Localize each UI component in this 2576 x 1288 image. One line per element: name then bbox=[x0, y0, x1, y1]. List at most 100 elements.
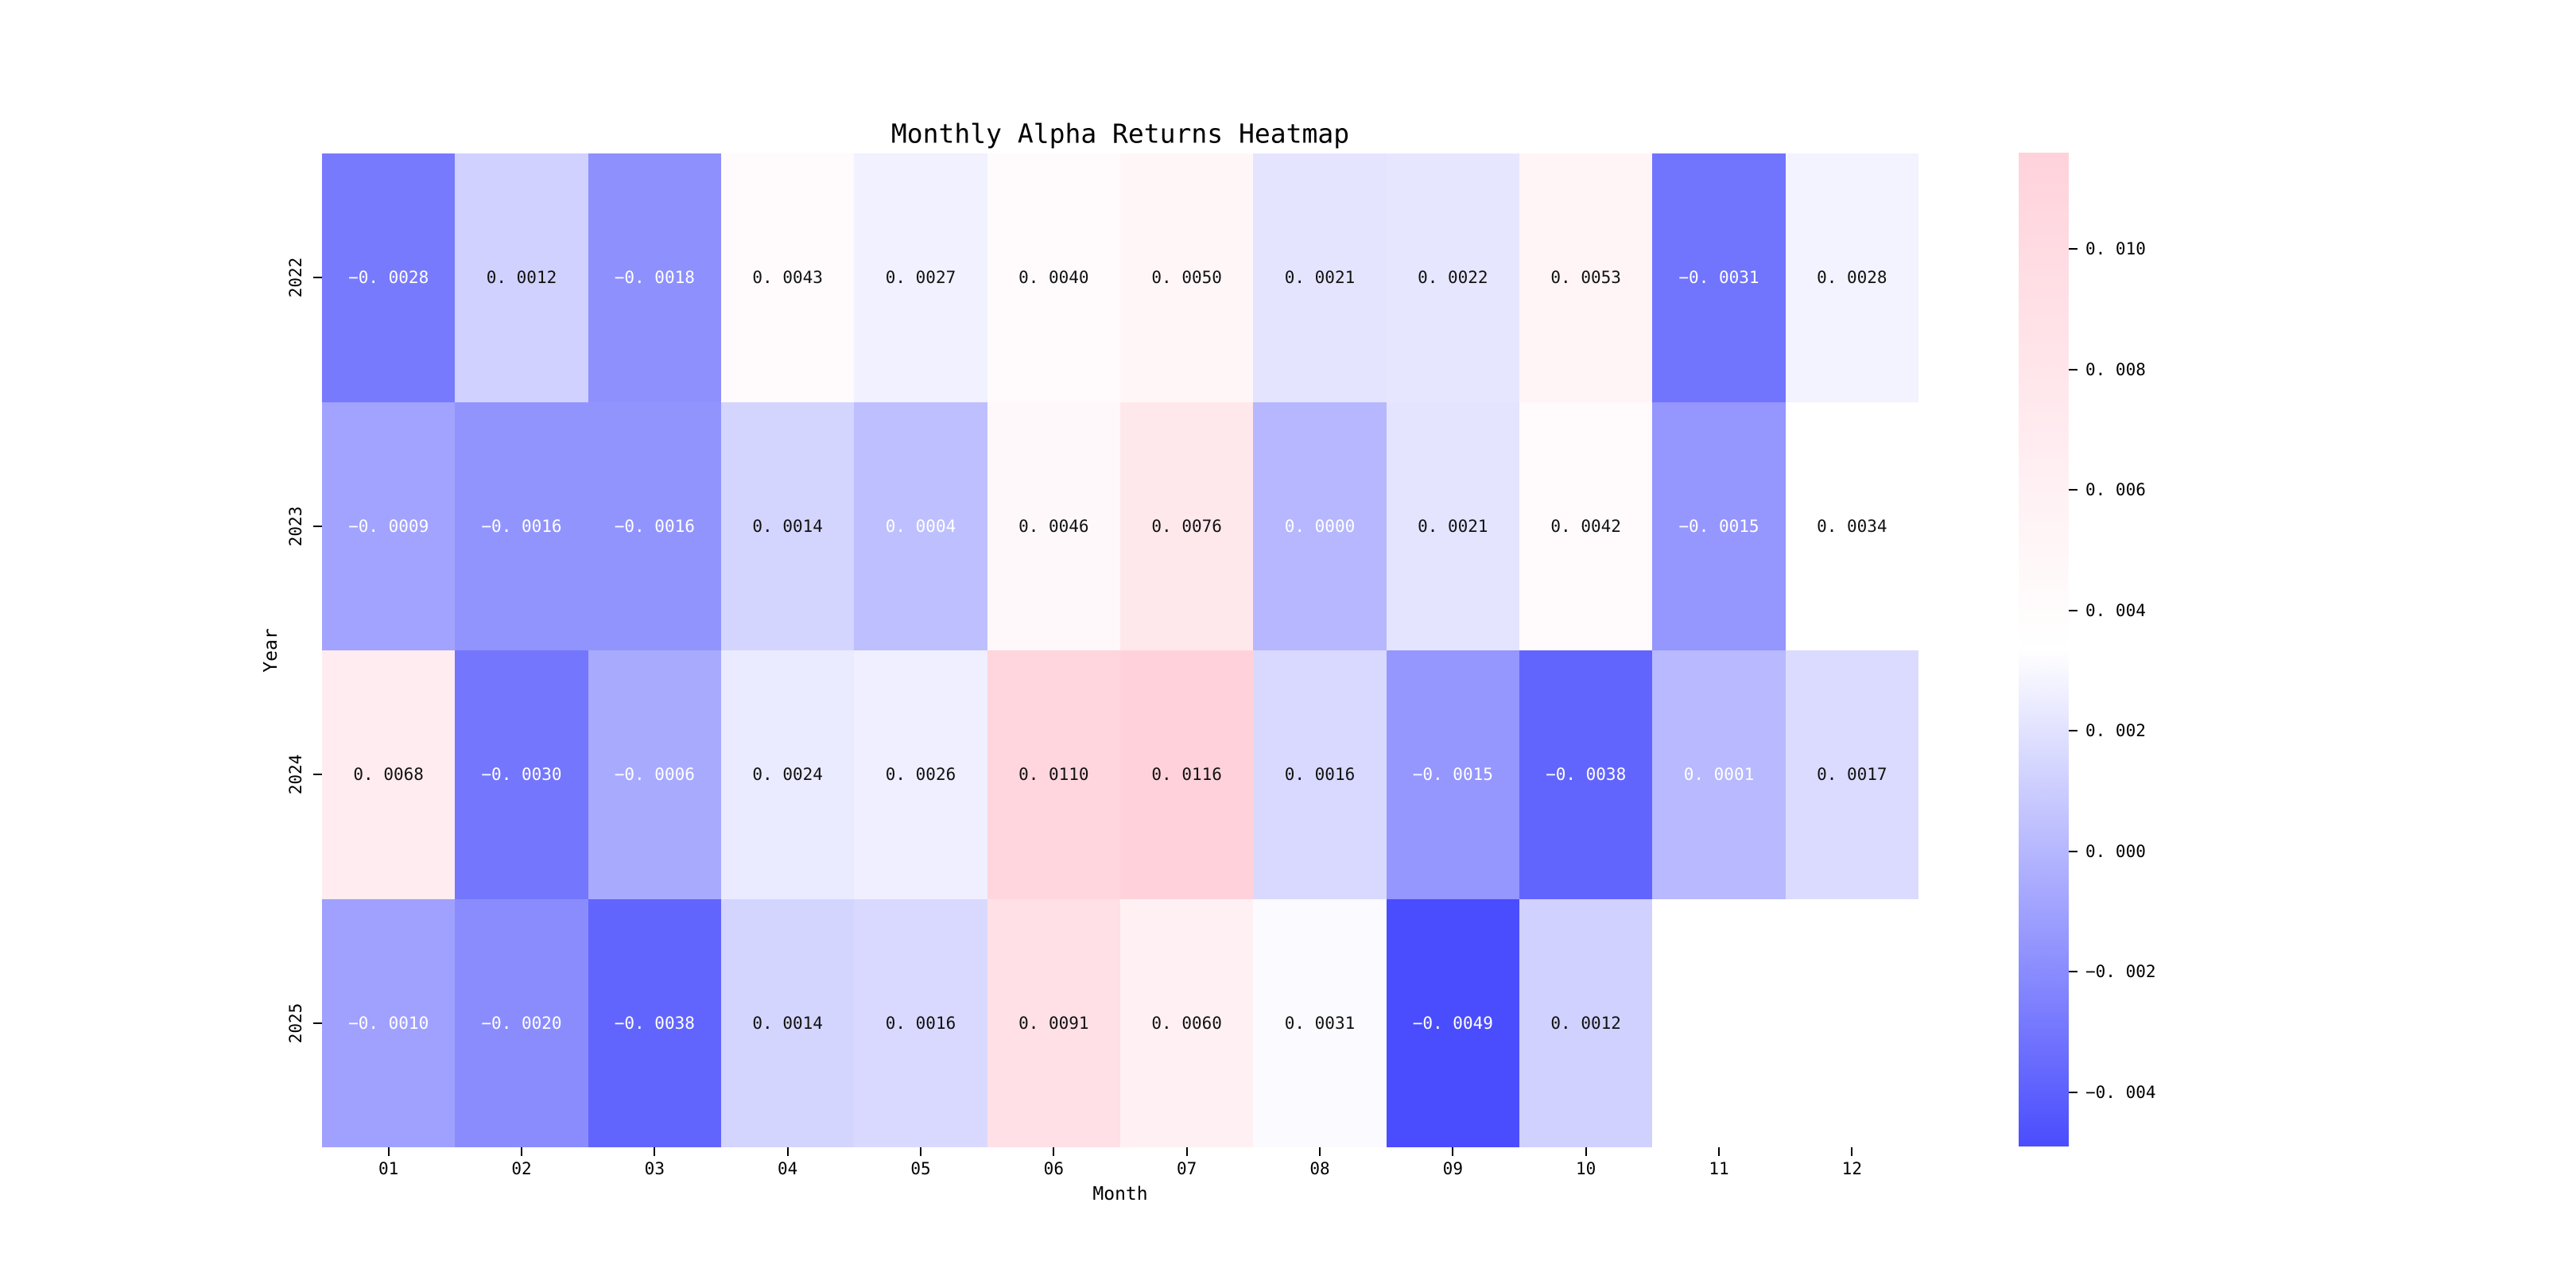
heatmap-cell: 0. 0050 bbox=[1119, 153, 1254, 402]
heatmap-cell: 0. 0116 bbox=[1119, 650, 1254, 899]
cell-value: 0. 0000 bbox=[1284, 516, 1356, 536]
x-tick-mark bbox=[1718, 1147, 1720, 1156]
y-axis-label: Year bbox=[261, 628, 281, 673]
cell-value: 0. 0031 bbox=[1284, 1013, 1356, 1033]
x-tick-mark bbox=[1319, 1147, 1321, 1156]
cell-value: 0. 0040 bbox=[1018, 268, 1089, 288]
heatmap-cell bbox=[1652, 898, 1786, 1147]
colorbar-tick-label: 0. 010 bbox=[2085, 239, 2146, 259]
x-tick-mark bbox=[654, 1147, 656, 1156]
x-tick-mark bbox=[1585, 1147, 1587, 1156]
cell-value: −0. 0018 bbox=[614, 268, 695, 288]
heatmap-cell: 0. 0068 bbox=[322, 650, 456, 899]
cell-value: 0. 0053 bbox=[1550, 268, 1621, 288]
cell-value: −0. 0015 bbox=[1678, 516, 1759, 536]
colorbar-tick-label: 0. 000 bbox=[2085, 841, 2146, 861]
heatmap-cell: −0. 0028 bbox=[322, 153, 456, 402]
colorbar-tick-mark bbox=[2069, 730, 2077, 732]
heatmap-cell: 0. 0040 bbox=[987, 153, 1120, 402]
colorbar-tick-label: 0. 008 bbox=[2085, 359, 2146, 379]
cell-value: 0. 0028 bbox=[1817, 268, 1887, 288]
cell-value: 0. 0016 bbox=[1284, 765, 1356, 785]
x-tick-label: 02 bbox=[511, 1159, 532, 1178]
colorbar-tick-mark bbox=[2069, 971, 2077, 973]
heatmap-cell: 0. 0026 bbox=[854, 650, 987, 899]
cell-value: 0. 0022 bbox=[1418, 268, 1488, 288]
heatmap-cell: 0. 0012 bbox=[1519, 898, 1653, 1147]
heatmap-cell: −0. 0016 bbox=[588, 402, 721, 650]
colorbar-tick-mark bbox=[2069, 368, 2077, 370]
cell-value: 0. 0060 bbox=[1151, 1013, 1222, 1033]
heatmap-cell: 0. 0001 bbox=[1652, 650, 1786, 899]
heatmap-cell: 0. 0014 bbox=[720, 402, 855, 650]
y-tick-mark bbox=[313, 774, 322, 776]
heatmap-cell: −0. 0009 bbox=[322, 402, 456, 650]
colorbar-tick-mark bbox=[2069, 248, 2077, 250]
cell-value: 0. 0116 bbox=[1151, 765, 1222, 785]
x-tick-mark bbox=[920, 1147, 921, 1156]
x-tick-mark bbox=[387, 1147, 390, 1156]
x-tick-label: 09 bbox=[1442, 1159, 1463, 1178]
heatmap-cell: 0. 0110 bbox=[987, 650, 1120, 899]
cell-value: −0. 0006 bbox=[614, 765, 695, 785]
cell-value: −0. 0038 bbox=[1546, 765, 1627, 785]
cell-value: 0. 0034 bbox=[1817, 516, 1887, 536]
cell-value: 0. 0026 bbox=[885, 765, 956, 785]
heatmap-cell: −0. 0031 bbox=[1652, 153, 1786, 402]
heatmap-cell: −0. 0015 bbox=[1652, 402, 1786, 650]
colorbar-tick-label: −0. 002 bbox=[2085, 962, 2156, 982]
cell-value: −0. 0015 bbox=[1412, 765, 1493, 785]
cell-value: −0. 0009 bbox=[348, 516, 429, 536]
cell-value: 0. 0014 bbox=[752, 1013, 823, 1033]
x-tick-label: 04 bbox=[778, 1159, 798, 1178]
heatmap-cell: 0. 0000 bbox=[1253, 402, 1387, 650]
y-tick-label: 2022 bbox=[286, 257, 305, 298]
heatmap-cell: −0. 0016 bbox=[455, 402, 588, 650]
cell-value: 0. 0024 bbox=[752, 765, 823, 785]
cell-value: −0. 0020 bbox=[481, 1013, 562, 1033]
heatmap-cell: 0. 0022 bbox=[1386, 153, 1519, 402]
cell-value: −0. 0010 bbox=[348, 1013, 429, 1033]
x-tick-label: 05 bbox=[910, 1159, 931, 1178]
heatmap-cell: −0. 0049 bbox=[1386, 898, 1519, 1147]
colorbar bbox=[2019, 153, 2069, 1146]
x-tick-label: 03 bbox=[644, 1159, 665, 1178]
x-tick-label: 08 bbox=[1309, 1159, 1330, 1178]
heatmap-cell: −0. 0038 bbox=[1519, 650, 1653, 899]
heatmap-cell: 0. 0043 bbox=[720, 153, 855, 402]
heatmap-cell: −0. 0030 bbox=[455, 650, 588, 899]
y-tick-label: 2024 bbox=[286, 754, 305, 795]
heatmap-cell: 0. 0046 bbox=[987, 402, 1120, 650]
heatmap-cell: −0. 0038 bbox=[588, 898, 721, 1147]
cell-value: 0. 0012 bbox=[486, 268, 557, 288]
x-tick-mark bbox=[521, 1147, 522, 1156]
y-tick-label: 2023 bbox=[286, 506, 305, 547]
cell-value: −0. 0016 bbox=[614, 516, 695, 536]
x-tick-mark bbox=[1851, 1147, 1853, 1156]
chart-title: Monthly Alpha Returns Heatmap bbox=[890, 118, 1350, 149]
y-tick-mark bbox=[313, 277, 322, 279]
x-tick-mark bbox=[1053, 1147, 1055, 1156]
heatmap-cell: 0. 0034 bbox=[1785, 402, 1918, 650]
heatmap-cell: −0. 0010 bbox=[322, 898, 456, 1147]
x-tick-label: 12 bbox=[1841, 1159, 1862, 1178]
cell-value: 0. 0046 bbox=[1018, 516, 1089, 536]
heatmap-cell: 0. 0016 bbox=[1253, 650, 1387, 899]
y-tick-mark bbox=[313, 1022, 322, 1024]
cell-value: 0. 0001 bbox=[1683, 765, 1755, 785]
cell-value: 0. 0017 bbox=[1817, 765, 1887, 785]
heatmap-cell bbox=[1785, 898, 1918, 1147]
colorbar-tick-label: 0. 004 bbox=[2085, 600, 2146, 620]
colorbar-tick-label: 0. 002 bbox=[2085, 721, 2146, 741]
cell-value: 0. 0043 bbox=[752, 268, 823, 288]
heatmap-cell: 0. 0021 bbox=[1253, 153, 1387, 402]
x-tick-mark bbox=[786, 1147, 789, 1156]
cell-value: −0. 0030 bbox=[481, 765, 562, 785]
cell-value: 0. 0042 bbox=[1550, 516, 1621, 536]
heatmap-cell: 0. 0027 bbox=[854, 153, 987, 402]
colorbar-tick-label: 0. 006 bbox=[2085, 480, 2146, 500]
heatmap-cell: 0. 0076 bbox=[1119, 402, 1254, 650]
heatmap-cell: 0. 0031 bbox=[1253, 898, 1387, 1147]
x-axis-label: Month bbox=[1092, 1184, 1148, 1205]
